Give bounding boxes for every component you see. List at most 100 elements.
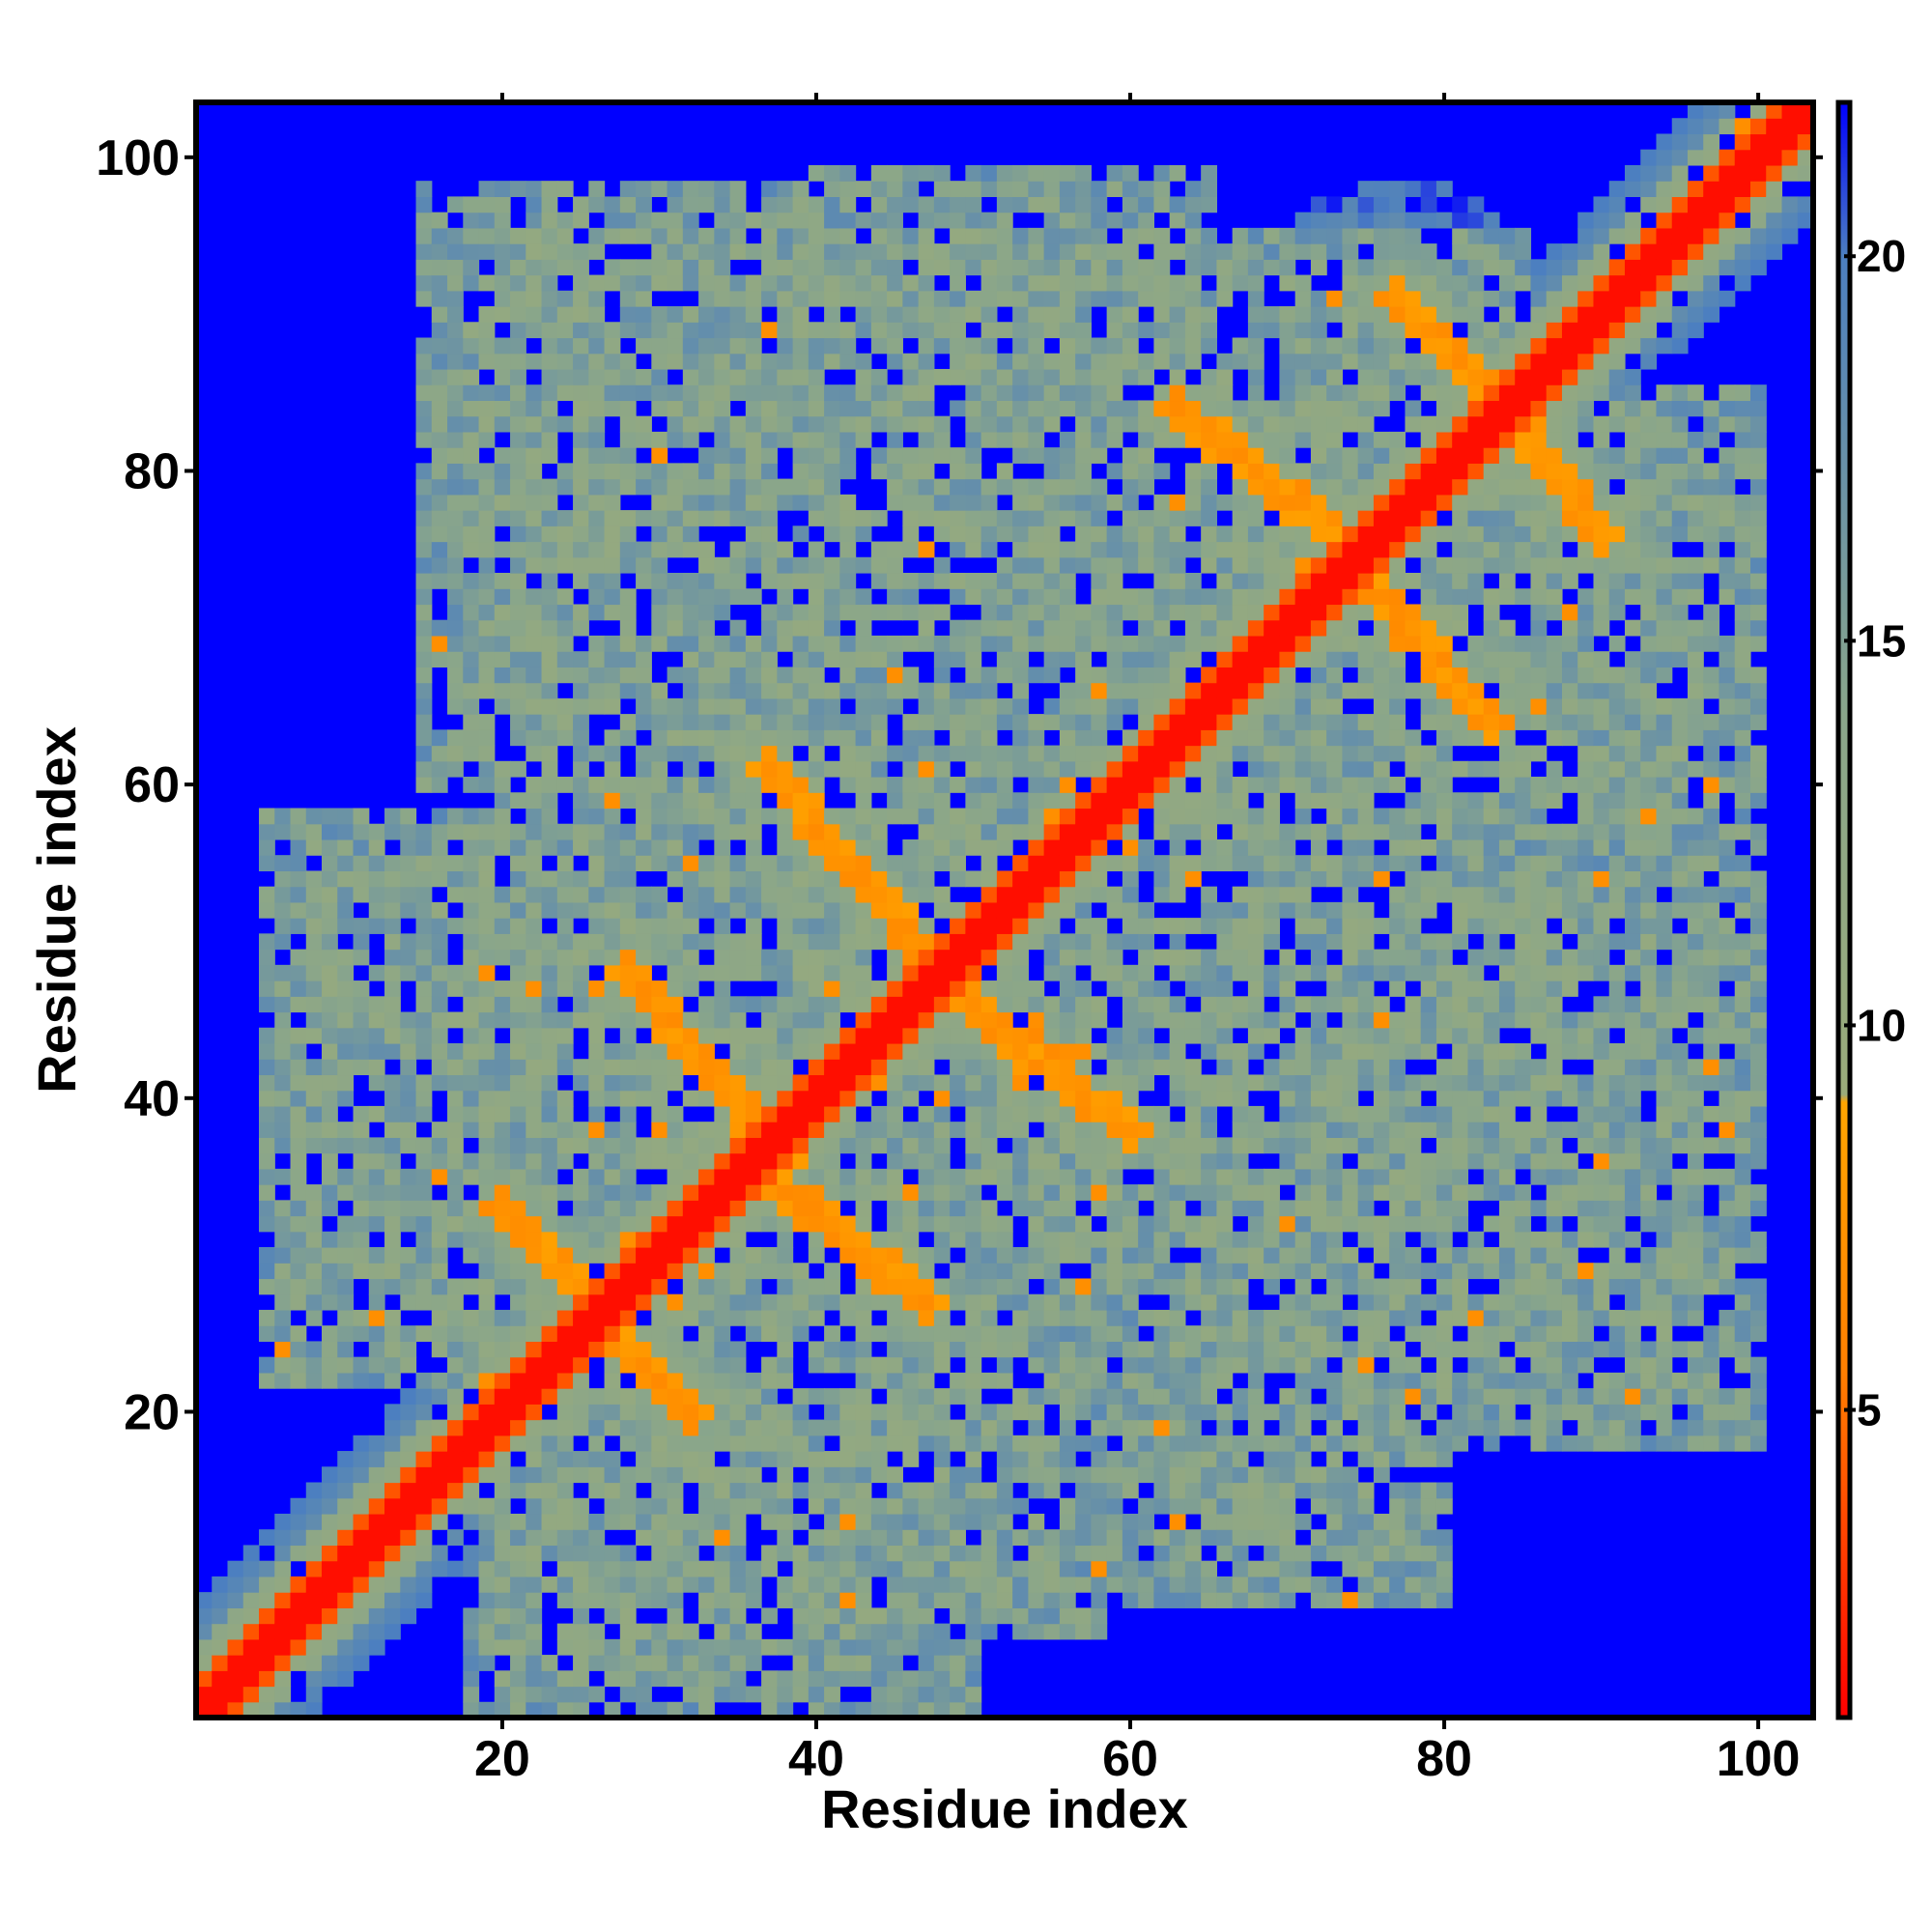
heatmap-cell bbox=[1184, 353, 1202, 370]
heatmap-cell bbox=[965, 697, 982, 715]
heatmap-cell bbox=[745, 1466, 762, 1484]
heatmap-cell bbox=[1122, 792, 1139, 810]
heatmap-cell bbox=[526, 1231, 543, 1248]
heatmap-cell bbox=[556, 526, 574, 543]
heatmap-cell bbox=[777, 400, 794, 417]
heatmap-cell bbox=[980, 918, 998, 934]
heatmap-cell bbox=[1106, 1404, 1123, 1421]
heatmap-cell bbox=[1075, 651, 1092, 668]
heatmap-cell bbox=[1059, 588, 1076, 606]
heatmap-cell bbox=[698, 745, 715, 762]
heatmap-cell bbox=[761, 1497, 778, 1515]
heatmap-cell bbox=[729, 1293, 747, 1311]
heatmap-cell bbox=[526, 1011, 543, 1029]
heatmap-cell bbox=[824, 259, 840, 276]
heatmap-cell bbox=[745, 1560, 762, 1577]
heatmap-cell bbox=[729, 494, 747, 511]
heatmap-cell bbox=[933, 1122, 951, 1138]
heatmap-cell bbox=[305, 1701, 323, 1719]
heatmap-cell bbox=[870, 1027, 888, 1044]
heatmap-cell bbox=[1059, 212, 1076, 229]
heatmap-cell bbox=[478, 1701, 496, 1719]
heatmap-cell bbox=[855, 697, 872, 715]
heatmap-cell bbox=[1059, 322, 1076, 339]
heatmap-cell bbox=[494, 1105, 511, 1122]
heatmap-cell bbox=[588, 667, 606, 684]
heatmap-cell bbox=[777, 619, 794, 637]
heatmap-cell bbox=[729, 651, 747, 668]
heatmap-cell bbox=[1122, 447, 1139, 464]
heatmap-cell bbox=[1153, 619, 1171, 637]
heatmap-cell bbox=[478, 181, 496, 197]
heatmap-cell bbox=[1075, 164, 1092, 182]
heatmap-cell bbox=[698, 1388, 715, 1405]
heatmap-cell bbox=[996, 322, 1013, 339]
heatmap-cell bbox=[478, 964, 496, 981]
heatmap-cell bbox=[996, 164, 1013, 182]
heatmap-cell bbox=[431, 1122, 448, 1138]
heatmap-cell bbox=[1012, 604, 1029, 621]
heatmap-cell bbox=[792, 1042, 810, 1060]
heatmap-cell bbox=[368, 1560, 385, 1577]
heatmap-cell bbox=[1106, 556, 1123, 574]
heatmap-cell bbox=[305, 901, 323, 919]
heatmap-cell bbox=[1028, 556, 1045, 574]
heatmap-cell bbox=[1201, 1215, 1218, 1233]
heatmap-cell bbox=[463, 651, 480, 668]
heatmap-cell bbox=[1043, 463, 1061, 480]
heatmap-cell bbox=[1075, 431, 1092, 448]
heatmap-cell bbox=[447, 1325, 464, 1342]
heatmap-cell bbox=[478, 1419, 496, 1436]
heatmap-cell bbox=[400, 1215, 417, 1233]
heatmap-cell bbox=[745, 1293, 762, 1311]
heatmap-cell bbox=[777, 1404, 794, 1421]
heatmap-cell bbox=[667, 494, 684, 511]
heatmap-cell bbox=[1059, 651, 1076, 668]
heatmap-cell bbox=[604, 337, 621, 355]
heatmap-cell bbox=[887, 243, 903, 260]
heatmap-cell bbox=[745, 556, 762, 574]
heatmap-cell bbox=[950, 1592, 966, 1608]
heatmap-cell bbox=[1122, 1200, 1139, 1217]
heatmap-cell bbox=[619, 431, 637, 448]
heatmap-cell bbox=[996, 901, 1013, 919]
heatmap-cell bbox=[510, 980, 526, 997]
heatmap-cell bbox=[918, 1263, 935, 1280]
heatmap-cell bbox=[274, 1090, 292, 1107]
heatmap-cell bbox=[1106, 1042, 1123, 1060]
heatmap-cell bbox=[1075, 196, 1092, 213]
heatmap-cell bbox=[274, 1278, 292, 1295]
heatmap-cell bbox=[305, 1309, 323, 1326]
heatmap-cell bbox=[714, 353, 731, 370]
heatmap-cell bbox=[855, 870, 872, 888]
heatmap-cell bbox=[1012, 290, 1029, 307]
heatmap-cell bbox=[1122, 1309, 1139, 1326]
heatmap-cell bbox=[242, 1592, 260, 1608]
heatmap-cell bbox=[478, 1655, 496, 1671]
heatmap-cell bbox=[682, 384, 699, 402]
heatmap-cell bbox=[1059, 1325, 1076, 1342]
heatmap-cell bbox=[902, 1513, 920, 1530]
heatmap-cell bbox=[950, 400, 966, 417]
heatmap-cell bbox=[636, 1701, 652, 1719]
heatmap-cell bbox=[1201, 1341, 1218, 1358]
heatmap-cell bbox=[573, 1419, 589, 1436]
heatmap-cell bbox=[918, 1529, 935, 1547]
heatmap-cell bbox=[636, 196, 652, 213]
heatmap-cell bbox=[965, 1042, 982, 1060]
heatmap-cell bbox=[965, 901, 982, 919]
heatmap-cell bbox=[541, 1356, 558, 1374]
heatmap-cell bbox=[870, 651, 888, 668]
heatmap-cell bbox=[415, 1435, 433, 1452]
heatmap-cell bbox=[667, 384, 684, 402]
heatmap-cell bbox=[636, 556, 652, 574]
heatmap-cell bbox=[431, 651, 448, 668]
heatmap-cell bbox=[1012, 823, 1029, 840]
heatmap-cell bbox=[494, 1011, 511, 1029]
heatmap-cell bbox=[855, 243, 872, 260]
heatmap-cell bbox=[463, 838, 480, 856]
heatmap-cell bbox=[1075, 1325, 1092, 1342]
heatmap-cell bbox=[682, 870, 699, 888]
heatmap-cell bbox=[870, 1263, 888, 1280]
heatmap-cell bbox=[573, 290, 589, 307]
